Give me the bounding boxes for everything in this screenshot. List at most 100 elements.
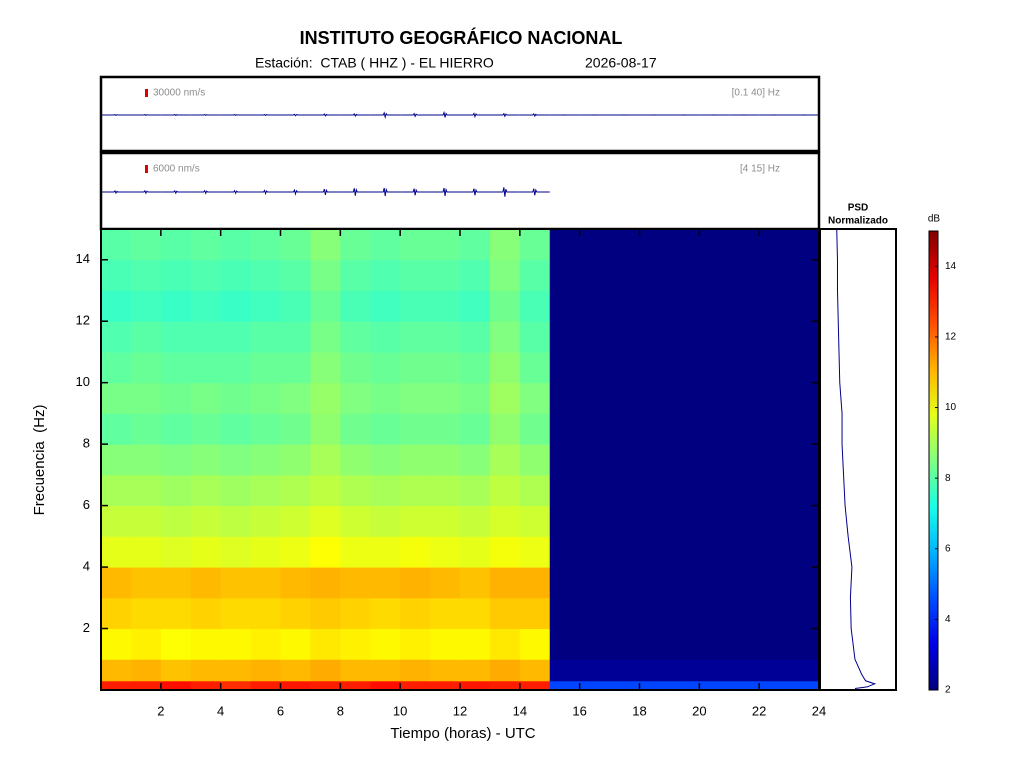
heat-cell — [370, 290, 400, 321]
heat-cell — [789, 383, 819, 414]
heat-cell — [101, 290, 131, 321]
heat-cell — [669, 567, 699, 598]
heat-cell — [669, 659, 699, 681]
heat-cell — [221, 352, 251, 383]
heat-cell — [520, 290, 550, 321]
heat-cell — [699, 536, 729, 567]
band-label: [0.1 40] Hz — [732, 88, 780, 99]
heat-cell — [610, 629, 640, 660]
heat-cell — [759, 321, 789, 352]
heat-cell — [430, 260, 460, 291]
heat-cell — [520, 383, 550, 414]
heat-cell — [460, 321, 490, 352]
heat-cell — [251, 229, 281, 260]
heat-cell — [699, 598, 729, 629]
heat-cell — [610, 506, 640, 537]
heat-cell — [699, 567, 729, 598]
y-tick-label: 14 — [76, 251, 90, 266]
heat-cell — [610, 321, 640, 352]
heat-cell — [490, 321, 520, 352]
heat-cell — [131, 536, 161, 567]
psd-subtitle: Normalizado — [828, 216, 888, 227]
heat-cell — [101, 444, 131, 475]
heat-cell — [669, 290, 699, 321]
heat-cell — [310, 229, 340, 260]
heat-cell — [161, 629, 191, 660]
heat-cell — [759, 506, 789, 537]
heat-cell — [131, 475, 161, 506]
heat-cell — [729, 444, 759, 475]
heat-cell — [759, 536, 789, 567]
heat-cell — [370, 383, 400, 414]
heat-cell — [699, 659, 729, 681]
heat-cell — [490, 598, 520, 629]
heat-cell — [430, 383, 460, 414]
heat-cell — [281, 598, 311, 629]
heat-cell — [251, 413, 281, 444]
heat-cell — [490, 629, 520, 660]
colorbar — [929, 231, 938, 690]
heat-cell — [221, 536, 251, 567]
heat-cell — [251, 659, 281, 681]
heat-cell — [580, 413, 610, 444]
heat-cell — [131, 290, 161, 321]
heat-cell — [460, 659, 490, 681]
heat-cell — [281, 413, 311, 444]
x-tick-label: 10 — [393, 703, 407, 718]
heat-cell — [460, 444, 490, 475]
heat-cell — [310, 506, 340, 537]
heat-cell — [640, 260, 670, 291]
colorbar-tick-label: 10 — [945, 402, 957, 413]
heat-cell — [550, 290, 580, 321]
heat-cell — [669, 383, 699, 414]
heat-cell — [789, 260, 819, 291]
heat-cell — [340, 444, 370, 475]
x-tick-label: 20 — [692, 703, 706, 718]
heat-cell — [281, 321, 311, 352]
heat-cell — [430, 506, 460, 537]
heat-cell — [550, 229, 580, 260]
colorbar-tick-label: 4 — [945, 614, 951, 625]
heat-cell — [669, 321, 699, 352]
heat-cell — [550, 444, 580, 475]
heat-cell — [131, 383, 161, 414]
heat-cell — [161, 475, 191, 506]
heat-cell — [789, 229, 819, 260]
heat-cell — [191, 506, 221, 537]
heat-cell — [520, 352, 550, 383]
heat-cell — [131, 567, 161, 598]
heat-cell — [580, 536, 610, 567]
heat-cell — [490, 260, 520, 291]
heat-cell — [729, 413, 759, 444]
heat-cell — [221, 629, 251, 660]
heat-cell — [430, 444, 460, 475]
heat-cell — [490, 567, 520, 598]
heat-cell — [101, 506, 131, 537]
heat-cell — [191, 567, 221, 598]
heat-cell — [520, 260, 550, 291]
heat-cell — [610, 536, 640, 567]
colorbar-tick-label: 14 — [945, 261, 957, 272]
heat-cell — [789, 536, 819, 567]
heat-cell — [699, 444, 729, 475]
heat-cell — [699, 506, 729, 537]
heat-cell — [281, 536, 311, 567]
heat-cell — [281, 352, 311, 383]
heat-cell — [101, 475, 131, 506]
scale-bar — [145, 89, 148, 97]
heat-cell — [131, 444, 161, 475]
heat-cell — [340, 629, 370, 660]
x-tick-label: 14 — [513, 703, 527, 718]
heat-cell — [490, 413, 520, 444]
heat-cell — [699, 352, 729, 383]
heat-cell — [729, 229, 759, 260]
heat-cell — [550, 383, 580, 414]
heat-cell — [729, 352, 759, 383]
heat-cell — [759, 383, 789, 414]
heat-cell — [101, 383, 131, 414]
x-tick-label: 16 — [572, 703, 586, 718]
heat-cell — [101, 352, 131, 383]
heat-cell — [340, 321, 370, 352]
heat-cell — [460, 290, 490, 321]
heat-cell — [729, 383, 759, 414]
